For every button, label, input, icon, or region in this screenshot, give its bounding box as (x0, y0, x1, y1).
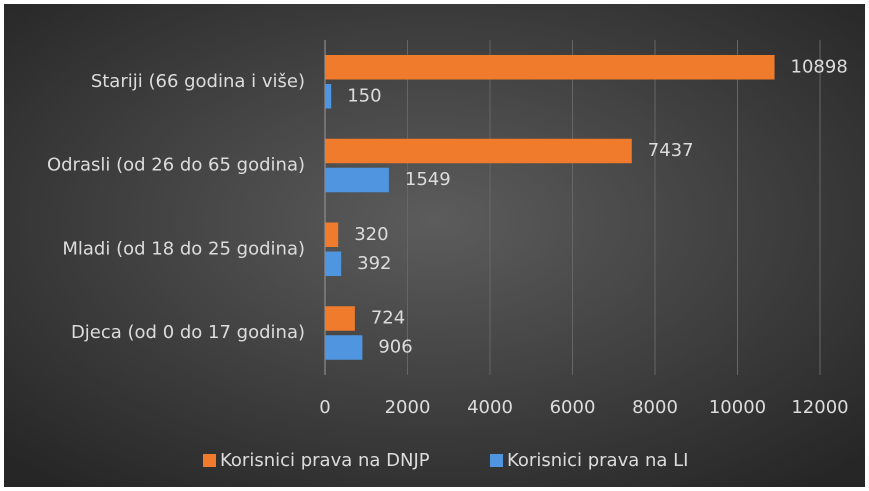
bar (325, 138, 632, 164)
value-label: 906 (378, 337, 412, 358)
value-label: 320 (354, 224, 388, 245)
x-tick-label: 12000 (791, 397, 848, 418)
y-tick-label: Djeca (od 0 do 17 godina) (71, 322, 305, 343)
x-tick-label: 4000 (467, 397, 513, 418)
x-tick-label: 0 (319, 397, 330, 418)
legend-label: Korisnici prava na DNJP (220, 450, 430, 471)
bar (325, 55, 775, 80)
x-tick-label: 6000 (550, 397, 596, 418)
value-label: 392 (357, 253, 391, 274)
value-label: 10898 (791, 56, 848, 77)
y-tick-label: Stariji (66 godina i više) (91, 71, 305, 92)
value-label: 1549 (405, 169, 451, 190)
x-tick-label: 2000 (385, 397, 431, 418)
background (4, 4, 865, 487)
legend-swatch (203, 454, 216, 467)
x-tick-label: 10000 (709, 397, 766, 418)
y-tick-label: Odrasli (od 26 do 65 godina) (47, 155, 305, 176)
value-label: 150 (347, 85, 381, 106)
bar (325, 167, 389, 193)
value-label: 724 (371, 308, 405, 329)
bar (325, 222, 339, 247)
x-tick-label: 8000 (632, 397, 678, 418)
value-label: 7437 (648, 140, 694, 161)
bar (325, 335, 363, 360)
bar (325, 251, 342, 276)
legend-swatch (490, 454, 503, 467)
legend-label: Korisnici prava na LI (507, 450, 689, 471)
bar (325, 84, 332, 109)
y-tick-label: Mladi (od 18 do 25 godina) (62, 238, 305, 259)
bar (325, 306, 355, 331)
